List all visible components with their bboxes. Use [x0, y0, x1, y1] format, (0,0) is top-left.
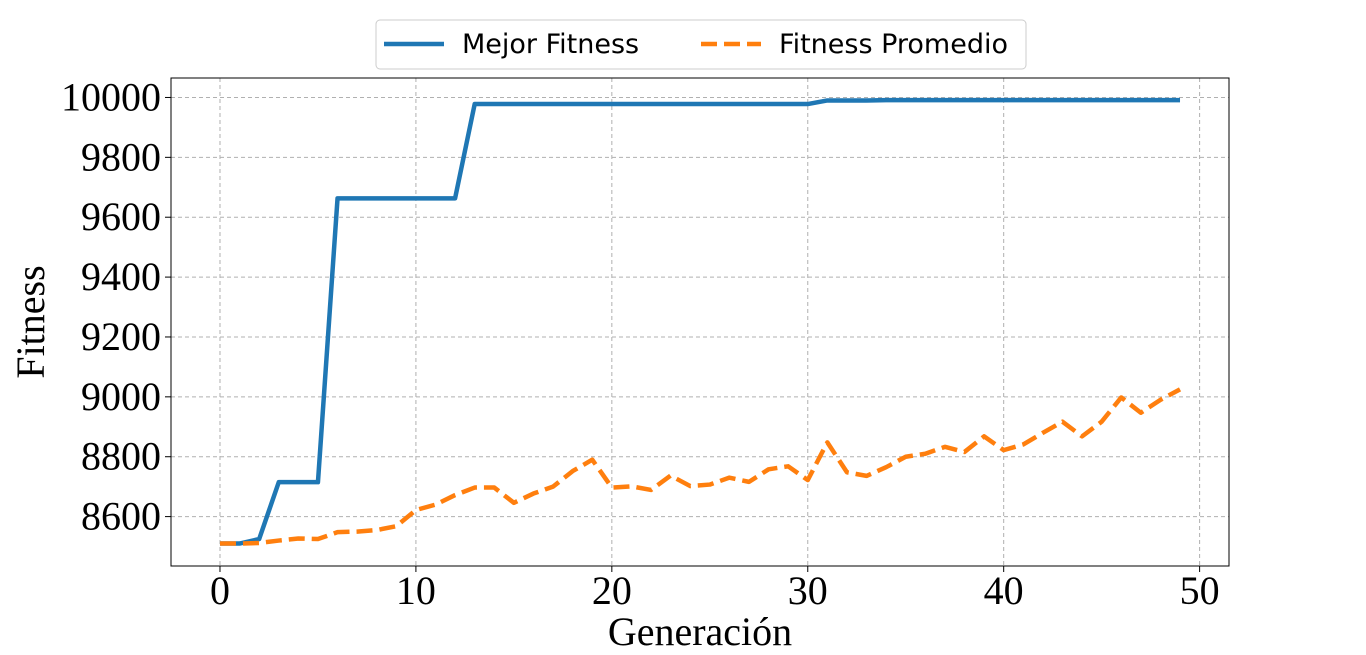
y-tick-label: 8800	[81, 434, 161, 479]
y-tick-label: 9800	[81, 134, 161, 179]
grid-lines	[171, 78, 1229, 566]
y-tick-label: 10000	[61, 74, 161, 119]
x-tick-label: 10	[396, 568, 436, 613]
series-line-1	[219, 97, 1181, 546]
x-tick-label: 0	[210, 568, 230, 613]
x-tick-label: 50	[1180, 568, 1220, 613]
legend: Mejor Fitness Fitness Promedio	[375, 19, 1027, 70]
y-tick-label: 9000	[81, 374, 161, 419]
y-tick-label: 9600	[81, 194, 161, 239]
y-tick-label: 9200	[81, 314, 161, 359]
y-axis-label: Fitness	[8, 265, 53, 378]
plot-frame	[170, 77, 1230, 567]
series-lines	[219, 97, 1182, 546]
axis-ticks: 0 10 20 30 40 50 8600 8800 9000 9200 9400 9600 9800 1…	[61, 74, 1220, 613]
x-axis-label: Generación	[608, 609, 792, 654]
x-tick-label: 20	[592, 568, 632, 613]
legend-label-1: Mejor Fitness	[462, 29, 639, 60]
legend-label-2: Fitness Promedio	[779, 29, 1008, 60]
series-line-2	[219, 387, 1182, 546]
x-tick-label: 40	[984, 568, 1024, 613]
y-tick-label: 8600	[81, 494, 161, 539]
x-tick-label: 30	[788, 568, 828, 613]
y-tick-label: 9400	[81, 254, 161, 299]
